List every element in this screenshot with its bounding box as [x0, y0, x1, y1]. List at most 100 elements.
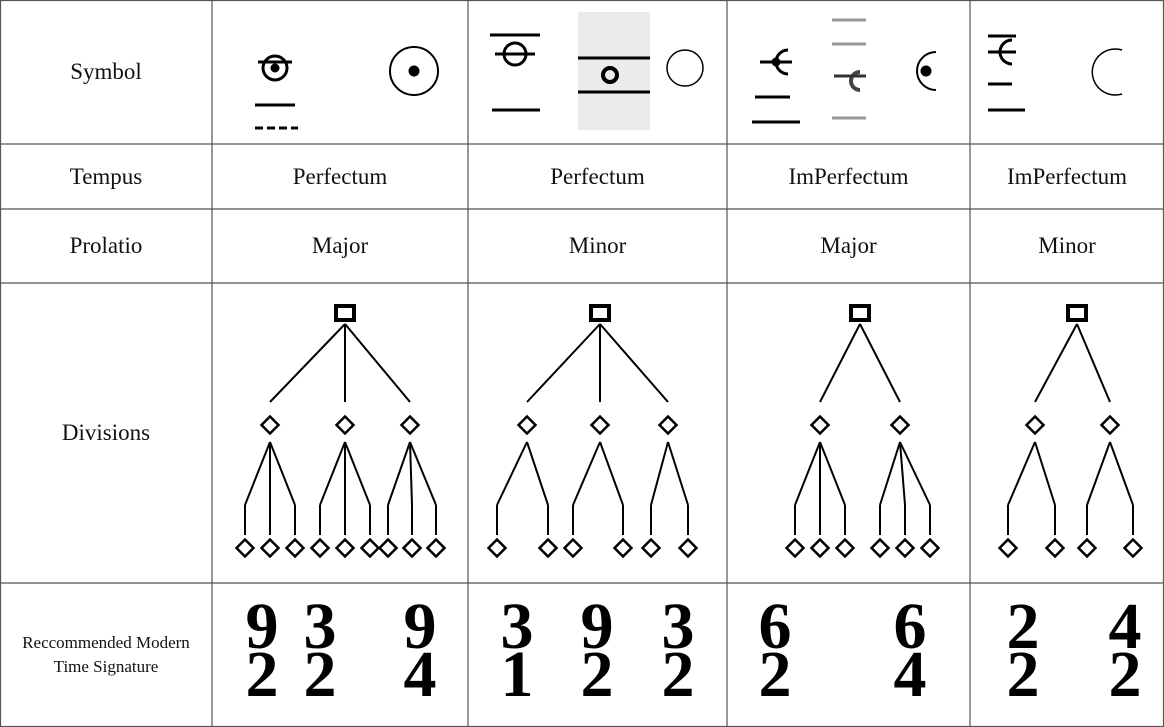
numerator: 9 — [580, 590, 614, 663]
numerator: 2 — [1006, 590, 1040, 663]
tree-line — [859, 323, 901, 403]
note-diamond — [401, 537, 423, 559]
numerator: 6 — [758, 590, 792, 663]
note-diamond — [677, 537, 699, 559]
denominator: 2 — [1108, 638, 1142, 711]
note-diamond — [259, 414, 281, 436]
tree-line — [526, 323, 601, 403]
tree-line — [667, 441, 689, 506]
tree-line — [1086, 441, 1111, 506]
prolatio-cell: Minor — [568, 233, 627, 258]
tree-line — [572, 441, 601, 506]
note-diamond — [234, 537, 256, 559]
denominator: 2 — [303, 638, 337, 711]
note-diamond — [334, 537, 356, 559]
numerator: 3 — [303, 590, 337, 663]
tree-line — [1109, 441, 1134, 506]
tree-line — [650, 441, 669, 506]
row-header: Symbol — [70, 59, 142, 84]
breve — [849, 304, 871, 322]
tempus-cell: ImPerfectum — [788, 163, 909, 189]
numerator: 9 — [403, 590, 437, 663]
note-diamond — [997, 537, 1019, 559]
tree-line — [899, 441, 906, 506]
tree-line — [899, 441, 931, 506]
note-diamond — [1076, 537, 1098, 559]
denominator: 2 — [1006, 638, 1040, 711]
tree-line — [409, 441, 437, 506]
note-diamond — [377, 537, 399, 559]
note-diamond — [889, 414, 911, 436]
numerator: 3 — [500, 590, 534, 663]
note-diamond — [425, 537, 447, 559]
note-diamond — [809, 414, 831, 436]
tree-line — [344, 441, 371, 506]
numerator: 4 — [1108, 590, 1142, 663]
breve — [589, 304, 611, 322]
tempus-cell: ImPerfectum — [1006, 163, 1128, 189]
numerator: 6 — [893, 590, 927, 663]
prolatio-cell: Major — [820, 233, 877, 258]
tempus-cell: Perfectum — [550, 163, 645, 189]
tree-line — [344, 323, 411, 403]
note-diamond — [894, 537, 916, 559]
note-diamond — [589, 414, 611, 436]
row-header: Prolatio — [69, 233, 143, 258]
note-diamond — [399, 414, 421, 436]
note-diamond — [1099, 414, 1121, 436]
tree-line — [526, 441, 549, 506]
tree-line — [269, 441, 296, 506]
note-diamond — [809, 537, 831, 559]
tree-line — [1007, 441, 1036, 506]
denominator: 2 — [661, 638, 695, 711]
denominator: 2 — [758, 638, 792, 711]
row-header: Reccommended Modern Time Signature — [22, 633, 190, 676]
note-diamond — [1024, 414, 1046, 436]
tree-line — [319, 441, 346, 506]
note-diamond — [486, 537, 508, 559]
tree-line — [794, 441, 821, 506]
denominator: 4 — [893, 638, 927, 711]
note-diamond — [834, 537, 856, 559]
tree-line — [1034, 441, 1056, 506]
note-diamond — [1122, 537, 1144, 559]
note-diamond — [516, 414, 538, 436]
prolatio-cell: Major — [311, 233, 369, 258]
breve — [1066, 304, 1088, 322]
denominator: 1 — [500, 638, 534, 711]
note-diamond — [1044, 537, 1066, 559]
numerator: 3 — [661, 590, 695, 663]
tree-line — [269, 323, 346, 403]
note-diamond — [869, 537, 891, 559]
note-diamond — [537, 537, 559, 559]
tree-line — [387, 441, 411, 506]
note-diamond — [284, 537, 306, 559]
tree-line — [1034, 323, 1078, 403]
tempus-cell: Perfectum — [292, 163, 388, 189]
symbols — [255, 12, 1123, 130]
denominator: 2 — [245, 638, 279, 711]
prolatio-cell: Minor — [1038, 233, 1096, 258]
note-diamond — [919, 537, 941, 559]
note-diamond — [562, 537, 584, 559]
tree-line — [819, 323, 861, 403]
note-diamond — [784, 537, 806, 559]
note-diamond — [259, 537, 281, 559]
tree-line — [496, 441, 528, 506]
row-header: Divisions — [61, 420, 151, 445]
note-diamond — [309, 537, 331, 559]
note-diamond — [640, 537, 662, 559]
note-diamond — [334, 414, 356, 436]
tree-line — [244, 441, 271, 506]
numerator: 9 — [245, 590, 279, 663]
breve — [334, 304, 356, 322]
